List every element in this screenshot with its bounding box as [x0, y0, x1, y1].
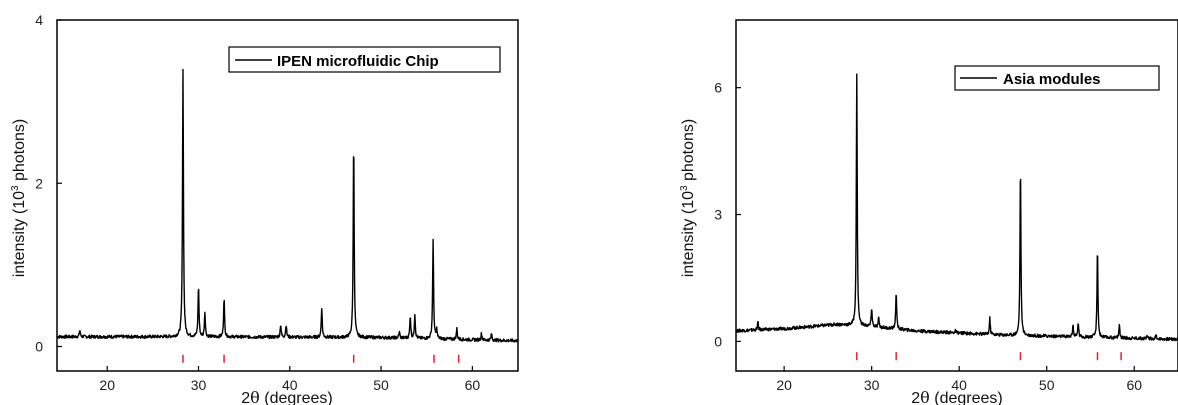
y-tick-label: 6	[714, 80, 722, 96]
x-ticks-right	[783, 366, 1135, 371]
plot-area-left	[56, 19, 519, 372]
diffraction-pattern-right	[735, 73, 1178, 342]
x-tick-label: 50	[373, 377, 389, 393]
legend-label: IPEN microfluidic Chip	[277, 53, 439, 70]
x-tick-label: 20	[776, 377, 792, 393]
y-ticks-right	[736, 87, 741, 342]
legend-label: Asia modules	[1003, 71, 1101, 88]
y-tick-label: 0	[714, 333, 722, 349]
legend-box	[228, 46, 501, 73]
plot-frame-right	[735, 19, 1178, 372]
y-tick-label: 0	[35, 339, 43, 355]
x-tick-label: 30	[864, 377, 880, 393]
x-tick-label: 40	[282, 377, 298, 393]
y-axis-label-right: intensity (103 photons)	[679, 119, 697, 278]
chart-panel-right: 20 30 40 50 60 0 3 6 2θ (degrees) intens…	[679, 19, 1178, 405]
x-tick-label: 60	[1126, 377, 1142, 393]
reference-marks-right	[856, 352, 1122, 361]
x-tick-label: 50	[1039, 377, 1055, 393]
y-tick-label: 2	[35, 175, 43, 191]
x-tick-labels-left: 20 30 40 50 60	[99, 377, 480, 393]
legend-left: IPEN microfluidic Chip	[228, 46, 501, 73]
diffraction-pattern-left	[56, 68, 519, 343]
y-tick-labels-left: 0 2 4	[35, 12, 43, 355]
y-tick-label: 3	[714, 207, 722, 223]
x-tick-label: 20	[99, 377, 115, 393]
y-ticks-left	[57, 19, 62, 348]
x-tick-label: 30	[191, 377, 207, 393]
legend-right: Asia modules	[954, 65, 1160, 91]
plot-frame-left	[56, 19, 519, 372]
y-axis-label-left: intensity (103 photons)	[10, 119, 28, 278]
x-ticks-left	[106, 366, 473, 371]
reference-marks-left	[182, 354, 460, 363]
chart-panel-left: 20 30 40 50 60 0 2 4 2θ (degrees) intens…	[10, 12, 519, 405]
x-axis-label-right: 2θ (degrees)	[911, 388, 1002, 405]
y-tick-label: 4	[35, 12, 43, 28]
x-tick-label: 40	[951, 377, 967, 393]
y-tick-labels-right: 0 3 6	[714, 80, 722, 350]
plot-area-right	[735, 19, 1178, 372]
x-tick-label: 60	[465, 377, 481, 393]
x-tick-labels-right: 20 30 40 50 60	[776, 377, 1142, 393]
x-axis-label-left: 2θ (degrees)	[241, 388, 332, 405]
